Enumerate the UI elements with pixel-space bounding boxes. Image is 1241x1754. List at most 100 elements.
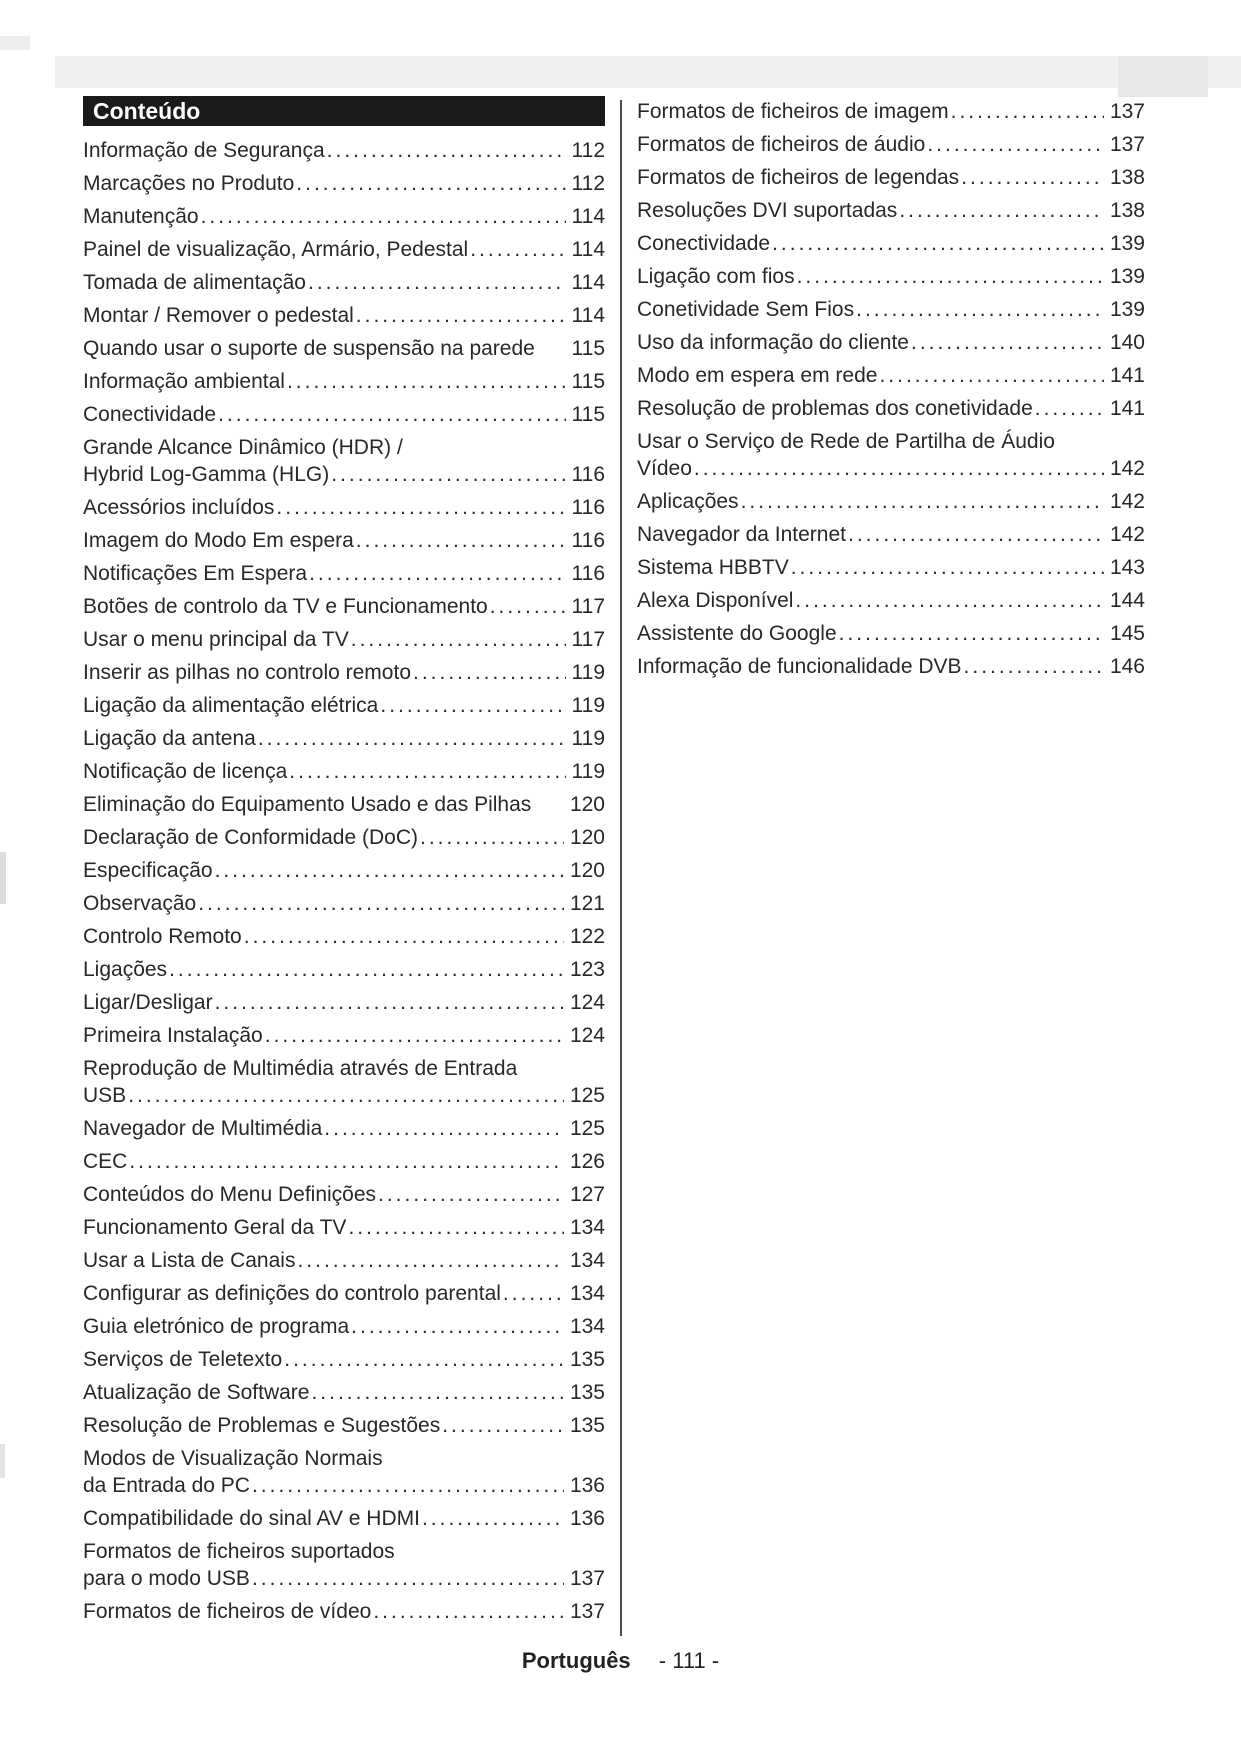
- toc-right-column: Formatos de ficheiros de imagem137 Format…: [637, 98, 1145, 686]
- toc-entry-page-number: 122: [569, 925, 605, 948]
- toc-entry: Resoluções DVI suportadas 138: [637, 197, 1145, 224]
- toc-entry-page-number: 144: [1109, 589, 1145, 612]
- toc-entry-page-number: 119: [571, 661, 605, 684]
- toc-entry-page-number: 145: [1109, 622, 1145, 645]
- toc-entry-title: Painel de visualização, Armário, Pedesta…: [83, 238, 469, 261]
- toc-entry-page-number: 127: [569, 1183, 605, 1206]
- toc-entry-page-number: 142: [1109, 523, 1145, 546]
- toc-leader-dots: [373, 1598, 564, 1625]
- toc-entry-title: Navegador da Internet: [637, 523, 846, 546]
- toc-entry: Acessórios incluídos 116: [83, 494, 605, 521]
- toc-leader-dots: [311, 1379, 563, 1406]
- toc-entry-title: Conectividade: [83, 403, 217, 426]
- toc-entry-title: Conteúdos do Menu Definições: [83, 1183, 377, 1206]
- toc-entry-page-number: 120: [569, 859, 605, 882]
- toc-entry-page-number: 139: [1109, 265, 1145, 288]
- toc-leader-dots: [309, 560, 565, 587]
- toc-leader-dots: [356, 302, 566, 329]
- toc-entry-title: Tomada de alimentação: [83, 271, 306, 294]
- toc-leader-dots: [296, 170, 565, 197]
- toc-entry-title: Ligações: [83, 958, 168, 981]
- toc-entry-title: Informação ambiental: [83, 370, 285, 393]
- footer-page-number: - 111 -: [658, 1648, 720, 1673]
- toc-entry-page-number: 137: [1109, 100, 1145, 123]
- toc-entry-page-number: 139: [1109, 298, 1145, 321]
- toc-entry: Conteúdos do Menu Definições 127: [83, 1181, 605, 1208]
- toc-entry-page-number: 135: [569, 1348, 605, 1371]
- toc-entry-page-number: 139: [1109, 232, 1145, 255]
- toc-leader-dots: [772, 230, 1104, 257]
- toc-leader-dots: [215, 857, 564, 884]
- toc-leader-dots: [287, 368, 566, 395]
- toc-entry: Notificações Em Espera 116: [83, 560, 605, 587]
- toc-entry: Usar a Lista de Canais 134: [83, 1247, 605, 1274]
- toc-leader-dots: [420, 824, 564, 851]
- toc-entry-title: para o modo USB: [83, 1567, 250, 1590]
- toc-entry: Ligação da alimentação elétrica 119: [83, 692, 605, 719]
- scan-artifact: [1118, 56, 1208, 97]
- toc-entry-page-number: 114: [571, 238, 605, 261]
- toc-entry-title: Sistema HBBTV: [637, 556, 789, 579]
- toc-entry-page-number: 146: [1109, 655, 1145, 678]
- toc-entry: Primeira Instalação 124: [83, 1022, 605, 1049]
- toc-entry: Conetividade Sem Fios 139: [637, 296, 1145, 323]
- toc-entry: Controlo Remoto 122: [83, 923, 605, 950]
- toc-entry: Configurar as definições do controlo par…: [83, 1280, 605, 1307]
- toc-entry: Resolução de problemas dos conetividade 1…: [637, 395, 1145, 422]
- toc-entry: Painel de visualização, Armário, Pedesta…: [83, 236, 605, 263]
- toc-leader-dots: [258, 725, 566, 752]
- toc-entry: Conectividade 139: [637, 230, 1145, 257]
- toc-leader-dots: [694, 455, 1104, 482]
- toc-entry-title: da Entrada do PC: [83, 1474, 250, 1497]
- toc-entry-title: Alexa Disponível: [637, 589, 794, 612]
- toc-entry: Navegador da Internet 142: [637, 521, 1145, 548]
- toc-entry: Modos de Visualização Normais da Entrada …: [83, 1445, 605, 1499]
- toc-entry-title: Ligação com fios: [637, 265, 795, 288]
- toc-entry-title: Informação de funcionalidade DVB: [637, 655, 962, 678]
- toc-leader-dots: [308, 269, 566, 296]
- toc-right-entries: Formatos de ficheiros de imagem137 Format…: [637, 98, 1145, 680]
- toc-entry: Inserir as pilhas no controlo remoto 119: [83, 659, 605, 686]
- toc-entry: Informação de funcionalidade DVB 146: [637, 653, 1145, 680]
- toc-entry: Especificação 120: [83, 857, 605, 884]
- toc-leader-dots: [503, 1280, 564, 1307]
- toc-entry: Reprodução de Multimédia através de Entr…: [83, 1055, 605, 1109]
- toc-entry-title-line1: Grande Alcance Dinâmico (HDR) /: [83, 436, 403, 459]
- toc-entry-title: USB: [83, 1084, 127, 1107]
- toc-leader-dots: [348, 1214, 564, 1241]
- toc-leader-dots: [380, 692, 565, 719]
- toc-entry-page-number: 134: [569, 1315, 605, 1338]
- toc-leader-dots: [797, 263, 1104, 290]
- toc-entry: Funcionamento Geral da TV 134: [83, 1214, 605, 1241]
- toc-entry: Ligação com fios 139: [637, 263, 1145, 290]
- toc-entry-title: Hybrid Log-Gamma (HLG): [83, 463, 330, 486]
- toc-entry-page-number: 116: [571, 562, 605, 585]
- toc-leader-dots: [284, 1346, 564, 1373]
- scan-artifact: [0, 1444, 5, 1478]
- footer-language-label: Português: [521, 1648, 631, 1673]
- toc-entry: Marcações no Produto 112: [83, 170, 605, 197]
- toc-entry: Formatos de ficheiros suportados para o m…: [83, 1538, 605, 1592]
- toc-entry-page-number: 142: [1109, 490, 1145, 513]
- toc-leader-dots: [899, 197, 1104, 224]
- page-footer: Português - 111 -: [0, 1648, 1241, 1674]
- toc-entry-title: Resolução de Problemas e Sugestões: [83, 1414, 441, 1437]
- toc-entry: Grande Alcance Dinâmico (HDR) / Hybrid Lo…: [83, 434, 605, 488]
- toc-leader-dots: [470, 236, 565, 263]
- toc-entry-page-number: 115: [571, 370, 605, 393]
- toc-entry-title: Notificação de licença: [83, 760, 288, 783]
- toc-entry-title-line1: Formatos de ficheiros suportados: [83, 1540, 395, 1563]
- toc-entry-title-line1: Reprodução de Multimédia através de Entr…: [83, 1057, 518, 1080]
- toc-entry-title: Serviços de Teletexto: [83, 1348, 283, 1371]
- toc-entry-title: Botões de controlo da TV e Funcionamento: [83, 595, 488, 618]
- toc-entry-title: Formatos de ficheiros de legendas: [637, 166, 960, 189]
- toc-entry-title: Formatos de ficheiros de vídeo: [83, 1600, 372, 1623]
- toc-entry-page-number: 119: [571, 760, 605, 783]
- toc-entry: Formatos de ficheiros de imagem 137: [637, 98, 1145, 125]
- scan-artifact: [0, 852, 6, 904]
- toc-leader-dots: [198, 890, 564, 917]
- toc-entry-title: Compatibilidade do sinal AV e HDMI: [83, 1507, 420, 1530]
- toc-entry-page-number: 136: [569, 1507, 605, 1530]
- toc-entry-title: Especificação: [83, 859, 213, 882]
